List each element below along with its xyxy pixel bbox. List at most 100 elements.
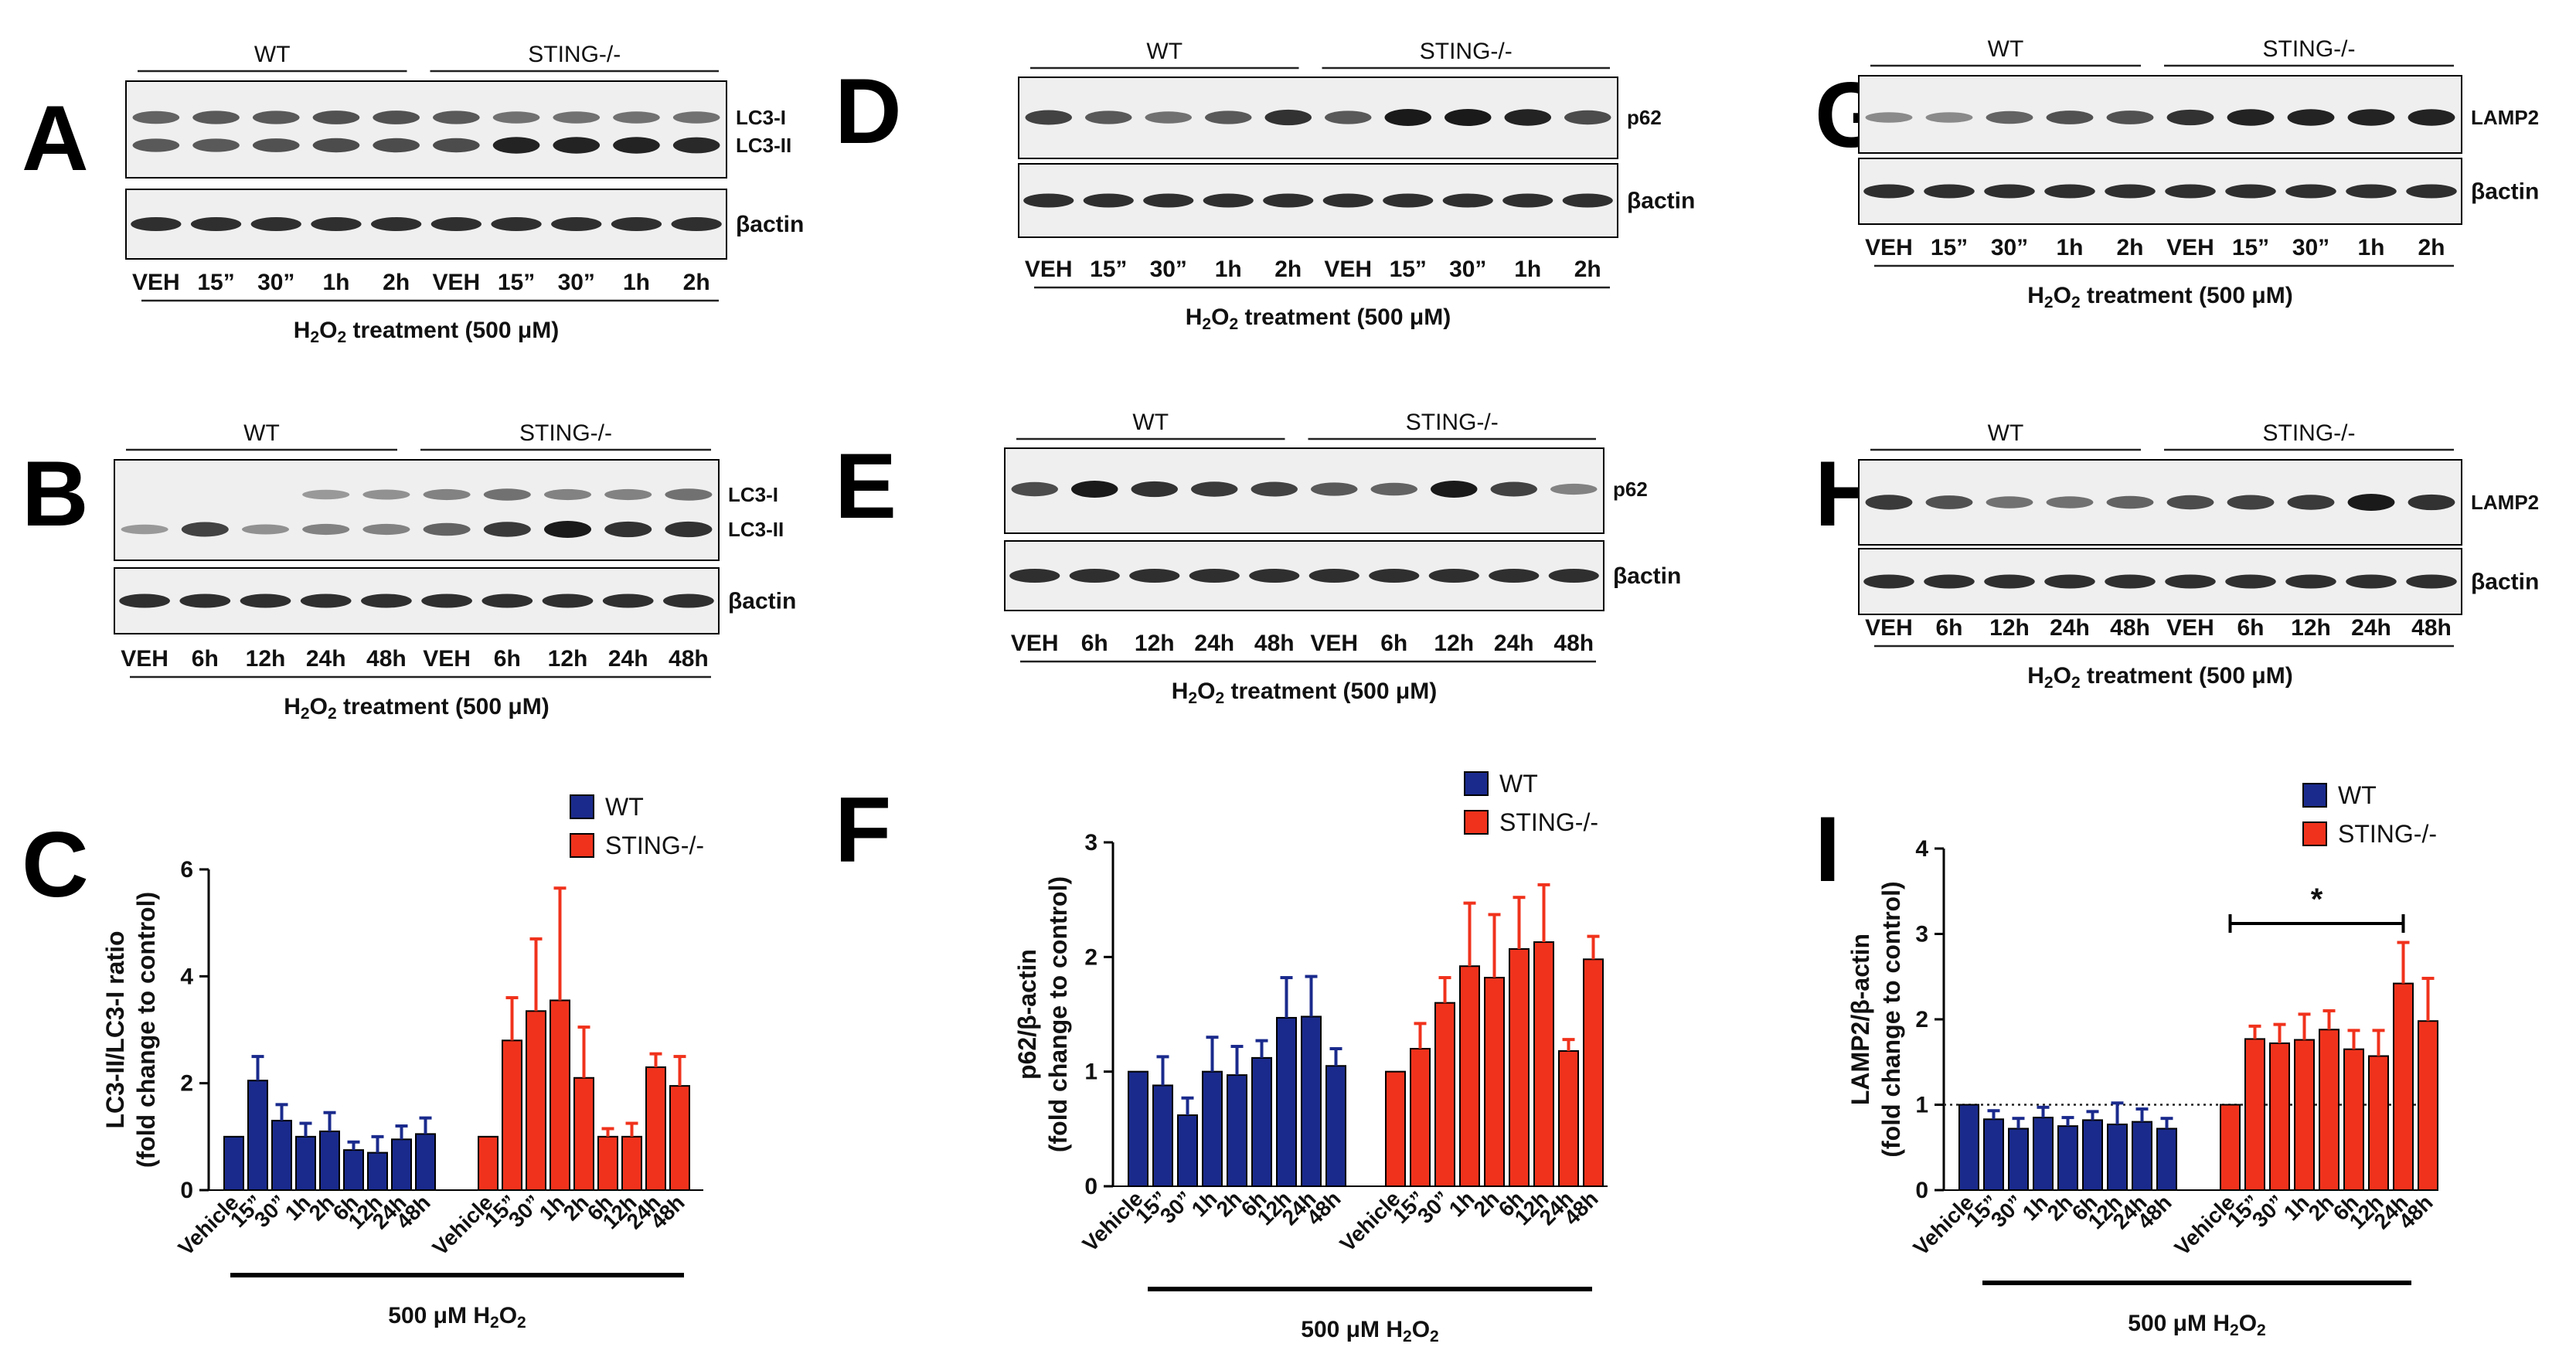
- panel-letter-D: D: [835, 60, 902, 163]
- group-label: WT: [1146, 39, 1183, 64]
- xlabel-part: 2: [517, 1314, 526, 1332]
- treatment-part: H: [2027, 663, 2044, 689]
- bar: [1958, 1104, 1979, 1191]
- actin-band: [190, 217, 242, 231]
- protein-band: [192, 138, 240, 152]
- lane-label: 12h: [548, 646, 588, 672]
- bar: [1152, 1084, 1173, 1188]
- lane-label: 12h: [2291, 615, 2331, 641]
- treatment-label: H2O2 treatment (500 μM): [1186, 304, 1451, 333]
- actin-band: [311, 217, 362, 231]
- protein-band: [604, 521, 652, 538]
- legend-label: STING-/-: [2338, 820, 2437, 848]
- group-label: STING-/-: [2263, 36, 2356, 62]
- actin-band: [2225, 184, 2276, 199]
- protein-band: [2408, 109, 2455, 126]
- control-label: βactin: [736, 212, 804, 237]
- bar: [1251, 1056, 1272, 1188]
- blot-box: [114, 459, 720, 561]
- protein-band: [1264, 109, 1312, 126]
- protein-band: [1131, 481, 1178, 498]
- lane-label: VEH: [1324, 257, 1372, 282]
- protein-band: [492, 137, 540, 154]
- y-tick-label: 3: [1915, 922, 1928, 947]
- protein-band: [2106, 495, 2154, 509]
- protein-band: [121, 524, 168, 535]
- bar: [2319, 1029, 2339, 1192]
- treatment-part: H: [1186, 304, 1203, 330]
- lane-label: 24h: [608, 646, 648, 672]
- actin-band: [1083, 193, 1134, 208]
- bar: [2220, 1104, 2241, 1191]
- treatment-part: μ: [518, 318, 532, 343]
- actin-band: [2044, 184, 2095, 199]
- actin-band: [361, 594, 412, 608]
- lane-label: 48h: [1254, 631, 1295, 656]
- xlabel-part: O: [499, 1303, 517, 1328]
- bar: [1128, 1070, 1148, 1187]
- protein-band: [613, 137, 660, 154]
- group-label: STING-/-: [1420, 39, 1513, 64]
- y-tick-label: 2: [180, 1071, 193, 1097]
- actin-band: [300, 594, 352, 608]
- lane-label: 48h: [669, 646, 709, 672]
- blot-box: [125, 80, 727, 179]
- legend-swatch: [570, 794, 594, 819]
- treatment-part: O: [1211, 304, 1229, 330]
- lane-label: VEH: [423, 646, 471, 672]
- protein-band: [423, 522, 471, 536]
- lane-label: 48h: [366, 646, 407, 672]
- xlabel-part: M H: [1360, 1317, 1403, 1342]
- protein-band: [1925, 112, 1973, 123]
- protein-band: [302, 489, 350, 500]
- xlabel-part: 2: [490, 1314, 499, 1332]
- treatment-part: treatment (500: [1224, 679, 1396, 704]
- protein-band: [544, 521, 591, 538]
- actin-band: [2346, 574, 2397, 589]
- lane-label: 6h: [2237, 615, 2264, 641]
- group-label: STING-/-: [528, 42, 621, 67]
- xlabel-part: μ: [434, 1303, 447, 1328]
- lane-label: 30”: [257, 270, 294, 295]
- actin-band: [1383, 193, 1434, 208]
- lane-label: 2h: [1274, 257, 1302, 282]
- actin-band: [1322, 193, 1373, 208]
- xlabel-part: 500: [388, 1303, 433, 1328]
- y-tick-label: 0: [1915, 1178, 1928, 1203]
- actin-band: [1203, 193, 1254, 208]
- actin-band: [611, 217, 662, 231]
- lane-label: 24h: [2351, 615, 2391, 641]
- lane-label: 12h: [246, 646, 286, 672]
- bar: [478, 1135, 499, 1192]
- treatment-part: treatment (500: [337, 694, 509, 719]
- group-label: STING-/-: [2263, 420, 2356, 446]
- bar: [550, 999, 570, 1192]
- actin-band: [2165, 574, 2216, 589]
- actin-band: [2406, 184, 2457, 199]
- actin-band: [1489, 569, 1540, 583]
- xlabel-part: μ: [1346, 1317, 1360, 1342]
- protein-band: [483, 488, 531, 501]
- treatment-part: μ: [2251, 663, 2265, 689]
- xlabel-part: M H: [2187, 1311, 2230, 1336]
- lane-label: 30”: [2292, 235, 2329, 260]
- x-axis-title: 500 μM H2O2: [1301, 1317, 1438, 1345]
- protein-band: [2408, 494, 2455, 511]
- bar: [2269, 1042, 2290, 1191]
- actin-band: [250, 217, 301, 231]
- actin-band: [1548, 569, 1599, 583]
- treatment-part: 2: [301, 705, 310, 723]
- treatment-part: treatment (500: [2081, 283, 2252, 308]
- treatment-part: H: [2027, 283, 2044, 308]
- actin-band: [1129, 569, 1180, 583]
- actin-band: [2346, 184, 2397, 199]
- protein-band: [665, 488, 713, 501]
- actin-band: [119, 594, 170, 608]
- protein-band: [483, 522, 531, 537]
- protein-band: [1445, 109, 1492, 126]
- treatment-label: H2O2 treatment (500 μM): [1172, 679, 1437, 707]
- y-tick-label: 2: [1915, 1007, 1928, 1032]
- lane-label: 24h: [1194, 631, 1234, 656]
- bar: [391, 1138, 412, 1191]
- protein-band: [1251, 481, 1298, 497]
